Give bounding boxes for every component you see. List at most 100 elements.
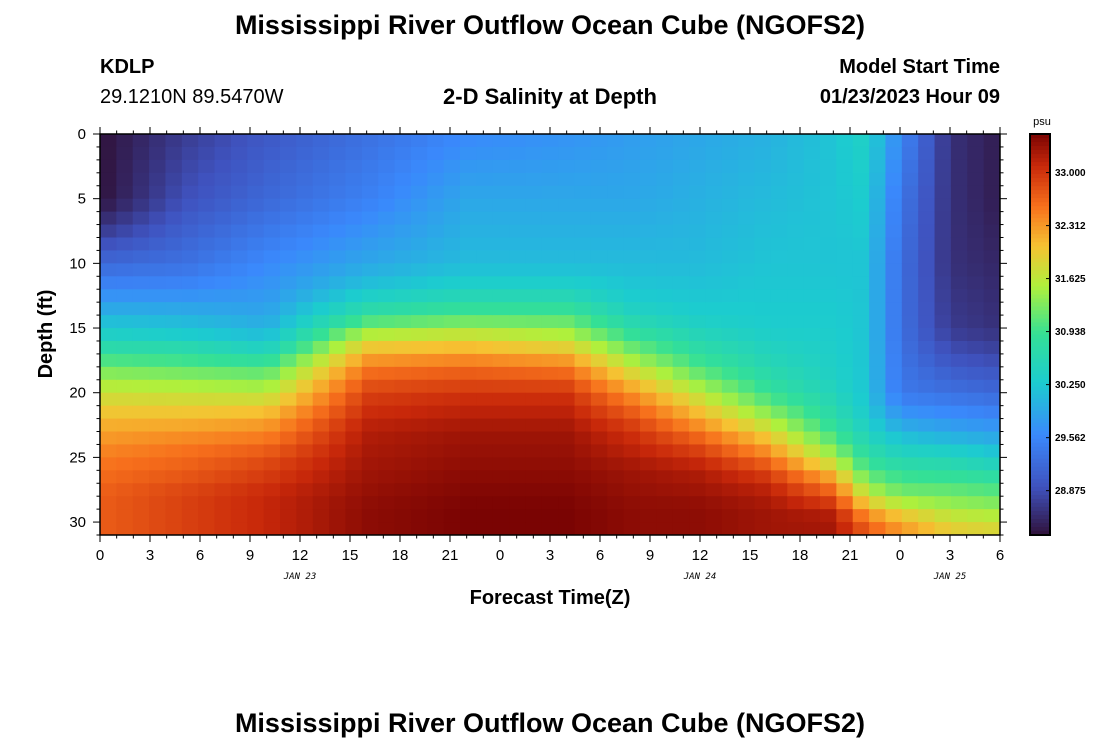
heatmap-cell [230,418,248,433]
heatmap-cell [361,444,379,458]
heatmap-cell [329,522,347,535]
heatmap-cell [574,172,592,187]
heatmap-cell [116,457,134,471]
heatmap-cell [656,185,674,200]
heatmap-cell [705,457,723,471]
heatmap-cell [983,134,1000,148]
heatmap-cell [263,211,281,226]
heatmap-cell [983,172,1000,187]
heatmap-cell [803,237,821,252]
heatmap-cell [132,418,150,433]
heatmap-cell [345,405,363,420]
heatmap-cell [296,366,314,381]
heatmap-cell [361,509,379,523]
heatmap-cell [345,134,363,148]
heatmap-cell [623,353,641,368]
heatmap-cell [967,211,985,226]
heatmap-cell [410,289,428,303]
heatmap-cell [100,302,117,316]
heatmap-cell [247,198,265,213]
heatmap-cell [590,328,608,342]
heatmap-cell [672,431,690,446]
heatmap-cell [869,328,887,342]
heatmap-cell [820,185,837,200]
heatmap-cell [869,353,887,368]
heatmap-cell [427,340,445,355]
heatmap-cell [198,470,216,484]
heatmap-cell [296,224,314,239]
colorbar-segment [1030,210,1050,215]
heatmap-cell [770,159,788,174]
heatmap-cell [721,405,739,420]
heatmap-cell [329,237,347,252]
heatmap-cell [460,224,477,239]
heatmap-cell [918,250,936,264]
colorbar-segment [1030,198,1050,203]
heatmap-cell [214,237,232,252]
heatmap-cell [378,250,396,264]
heatmap-cell [541,276,559,290]
heatmap-cell [656,470,674,484]
heatmap-cell [705,353,723,368]
heatmap-cell [492,522,510,535]
heatmap-cell [541,392,559,407]
heatmap-cell [787,250,805,264]
heatmap-cell [738,366,756,381]
heatmap-cell [918,289,936,303]
heatmap-cell [836,418,854,433]
heatmap-cell [525,444,543,458]
heatmap-cell [460,289,477,303]
heatmap-cell [672,146,690,161]
heatmap-cell [656,496,674,510]
heatmap-cell [721,431,739,446]
heatmap-cell [198,172,216,187]
heatmap-cell [329,483,347,497]
colorbar-segment [1030,134,1050,139]
heatmap-cell [181,211,199,226]
heatmap-cell [410,418,428,433]
heatmap-cell [378,340,396,355]
model-start-label: Model Start Time [839,56,1000,78]
heatmap-cell [312,224,330,239]
heatmap-cell [803,159,821,174]
heatmap-cell [787,470,805,484]
heatmap-cell [754,289,772,303]
heatmap-cell [721,444,739,458]
x-tick-label: 21 [442,547,459,564]
heatmap-cell [770,353,788,368]
heatmap-cell [476,172,494,187]
heatmap-cell [280,198,297,213]
heatmap-cell [738,418,756,433]
heatmap-cell [754,483,772,497]
colorbar-segment [1030,286,1050,291]
heatmap-cell [329,263,347,277]
heatmap-cell [541,224,559,239]
heatmap-cell [705,418,723,433]
heatmap-cell [721,340,739,355]
heatmap-cell [443,392,461,407]
colorbar-tick-label: 30.250 [1055,380,1086,391]
y-axis-title: Depth (ft) [35,290,57,379]
heatmap-cell [967,276,985,290]
heatmap-cell [836,340,854,355]
heatmap-cell [116,366,134,381]
heatmap-cell [214,146,232,161]
heatmap-cell [558,457,576,471]
heatmap-cell [869,302,887,316]
heatmap-cell [198,509,216,523]
heatmap-cell [738,172,756,187]
heatmap-cell [460,276,477,290]
heatmap-cell [836,276,854,290]
colorbar-segment [1030,306,1050,312]
heatmap-cell [427,211,445,226]
heatmap-cell [558,315,576,329]
heatmap-cell [116,315,134,329]
heatmap-cell [934,366,952,381]
heatmap-cell [983,379,1000,394]
heatmap-cell [443,444,461,458]
heatmap-cell [525,353,543,368]
heatmap-cell [983,392,1000,407]
heatmap-cell [770,496,788,510]
heatmap-cell [361,315,379,329]
heatmap-cell [656,405,674,420]
